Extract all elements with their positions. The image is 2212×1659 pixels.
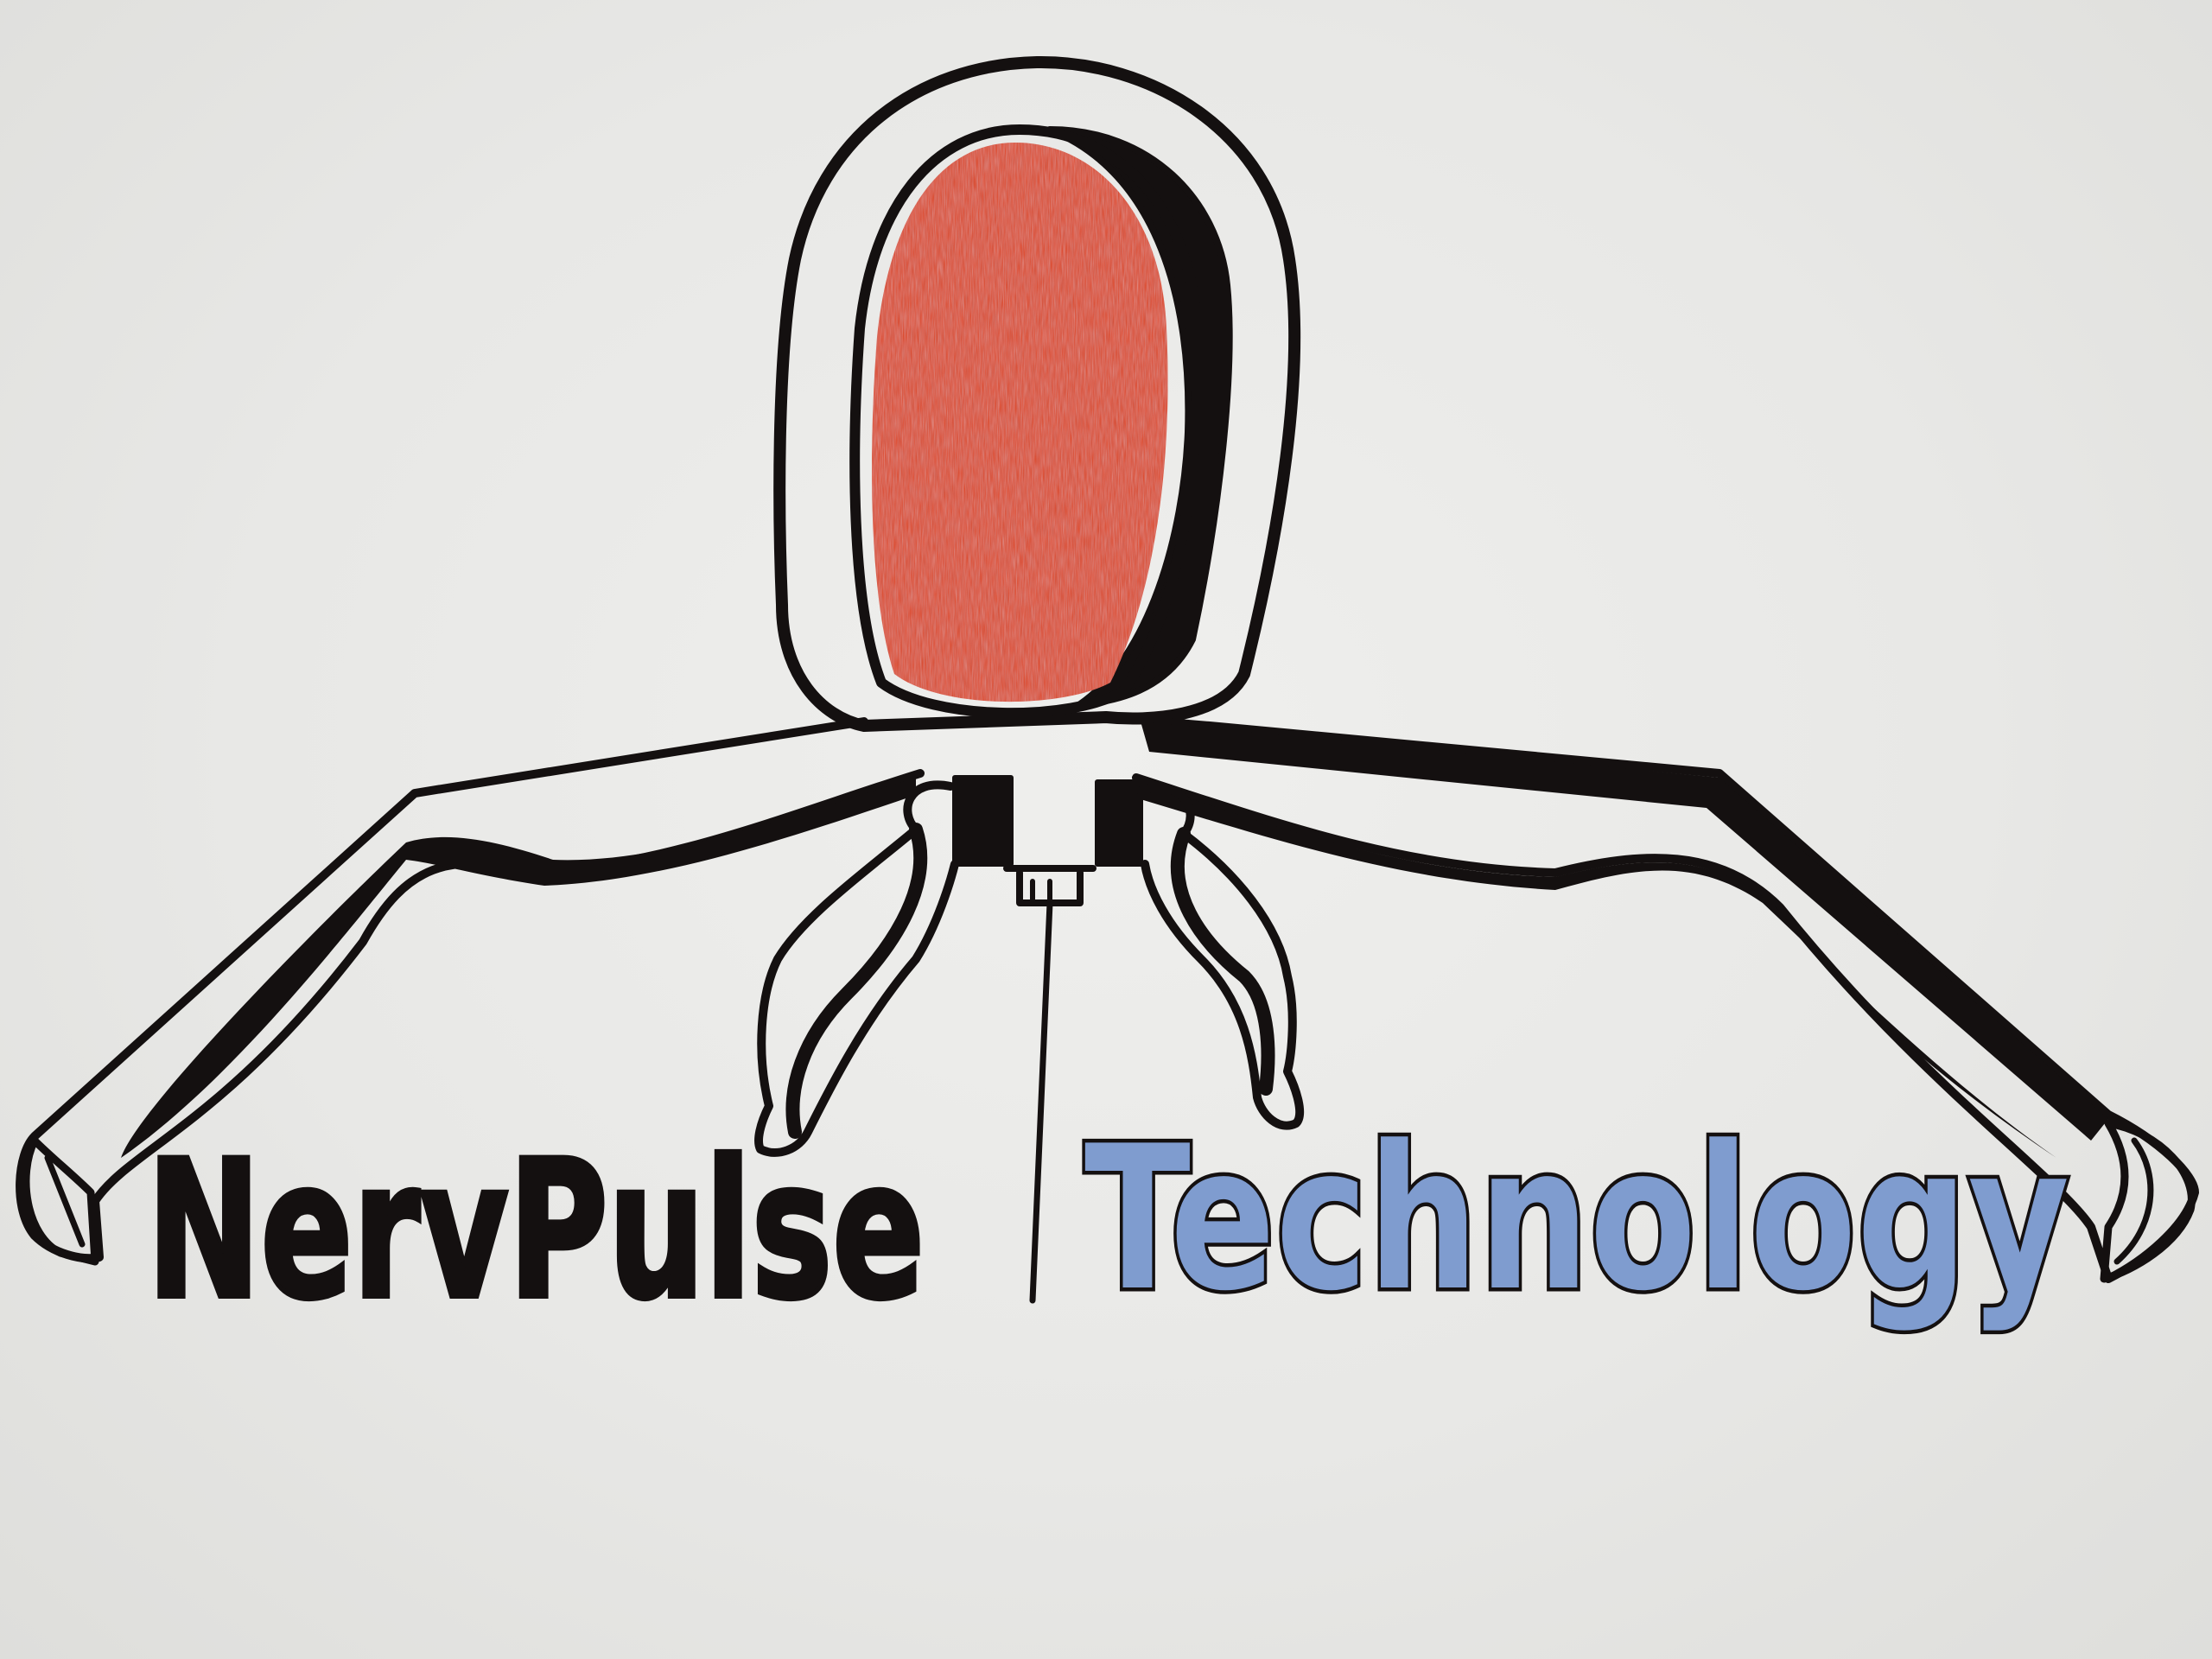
center-divider	[1029, 899, 1053, 1304]
tagline: Technology	[1084, 1104, 2069, 1335]
head-inner-ring	[849, 124, 1203, 719]
robot-eye-figure-icon	[16, 55, 2199, 1304]
left-hand	[22, 1136, 99, 1266]
left-arm-shadow	[121, 778, 916, 1158]
red-eye	[872, 143, 1168, 702]
inner-left-arm	[754, 780, 959, 1157]
brand-name: NervPulse	[147, 1120, 925, 1341]
right-hand	[2100, 1119, 2196, 1283]
inner-right-arm	[1136, 783, 1305, 1130]
neck-block	[952, 775, 1143, 867]
right-arm-shadow	[1141, 721, 2108, 1158]
